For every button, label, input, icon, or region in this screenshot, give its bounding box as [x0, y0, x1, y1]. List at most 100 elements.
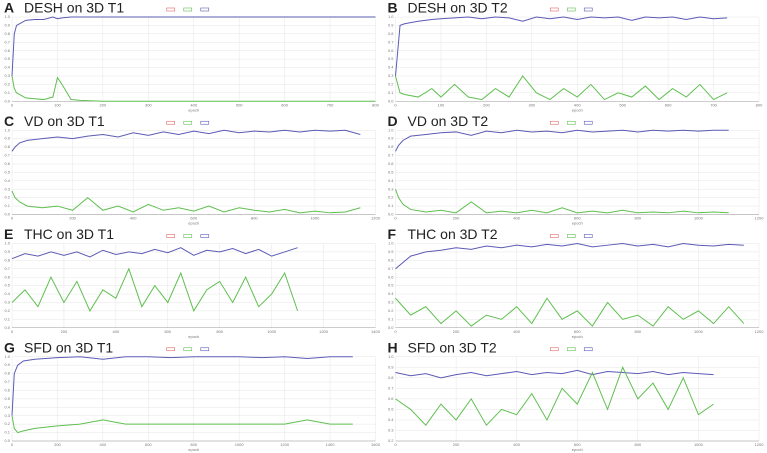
x-tick-label: 200	[453, 216, 460, 221]
panel-letter: B	[388, 0, 398, 16]
x-tick-label: 200	[453, 442, 460, 447]
x-tick-label: 1000	[694, 442, 704, 447]
x-tick-label: 600	[574, 216, 581, 221]
x-tick-label: 200	[483, 102, 490, 107]
y-tick-label: 0.3	[4, 300, 10, 305]
y-tick-label: 0.1	[388, 316, 394, 321]
y-tick-label: 1.0	[4, 354, 10, 359]
legend-swatch	[583, 234, 593, 238]
x-tick-label: 600	[145, 442, 152, 447]
x-tick-label: 200	[61, 329, 68, 334]
x-tick-label: 0	[394, 442, 397, 447]
x-tick-label: 0	[11, 102, 14, 107]
series-line	[11, 190, 361, 214]
series-line	[395, 189, 729, 214]
legend-swatch	[583, 347, 593, 352]
x-tick-label: 1000	[694, 216, 704, 221]
series-line	[395, 75, 728, 101]
x-tick-label: 300	[145, 102, 152, 107]
x-tick-label: 1200	[755, 442, 765, 447]
y-tick-label: 0.5	[388, 406, 394, 411]
panel-letter: D	[388, 113, 398, 129]
panel: C VD on 3D T1 0.0 0.1 0.2 0.3 0.4 0.5 0.6 0.7 0.8 0…	[4, 113, 381, 226]
y-tick-label: 0.9	[388, 136, 394, 141]
y-tick-label: 0.2	[388, 308, 394, 313]
x-tick-label: 500	[236, 102, 243, 107]
panel: H SFD on 3D T2 0.2 0.3 0.4 0.5 0.6 0.7 0.8 0.9 1.0…	[388, 339, 765, 452]
y-tick-label: 0.7	[388, 385, 394, 390]
x-tick-label: 700	[327, 102, 334, 107]
y-tick-label: 0.8	[4, 31, 10, 36]
series-line	[395, 365, 714, 427]
x-tick-label: 1600	[371, 442, 381, 447]
legend-swatch	[183, 347, 193, 352]
legend-swatch	[549, 234, 559, 238]
y-tick-label: 0.1	[388, 203, 394, 208]
x-axis-label: epoch	[572, 334, 583, 339]
y-tick-label: 0.3	[388, 300, 394, 305]
y-tick-label: 1.0	[4, 14, 10, 19]
y-tick-label: 0.2	[4, 195, 10, 200]
panel-title: THC on 3D T1	[24, 226, 114, 242]
x-tick-label: 700	[710, 102, 717, 107]
y-tick-label: 0.9	[4, 136, 10, 141]
y-tick-label: 1.0	[4, 127, 10, 132]
y-tick-label: 0.9	[4, 362, 10, 367]
y-tick-label: 0.9	[388, 249, 394, 254]
y-tick-label: 0.4	[4, 291, 10, 296]
legend-swatch	[200, 7, 210, 12]
y-tick-label: 0.1	[4, 203, 10, 208]
x-tick-label: 800	[634, 329, 641, 334]
y-tick-label: 0.8	[4, 371, 10, 376]
y-tick-label: 0.8	[4, 257, 10, 262]
x-tick-label: 400	[130, 216, 137, 221]
y-tick-label: 0.0	[388, 325, 394, 330]
x-tick-label: 400	[574, 102, 581, 107]
y-tick-label: 0.6	[388, 161, 394, 166]
y-tick-label: 0.7	[4, 379, 10, 384]
x-axis-label: epoch	[572, 447, 583, 452]
y-tick-label: 0.0	[4, 438, 10, 443]
x-tick-label: 600	[190, 216, 197, 221]
x-tick-label: 0	[394, 329, 397, 334]
y-tick-label: 0.4	[388, 291, 394, 296]
x-tick-label: 100	[54, 102, 61, 107]
y-tick-label: 0.3	[388, 186, 394, 191]
x-tick-label: 1400	[326, 442, 336, 447]
y-tick-label: 1.0	[388, 241, 394, 246]
x-tick-label: 400	[100, 442, 107, 447]
y-tick-label: 0.9	[4, 22, 10, 27]
y-tick-label: 1.0	[388, 127, 394, 132]
x-tick-label: 400	[513, 329, 520, 334]
y-tick-label: 0.5	[4, 396, 10, 401]
legend-swatch	[183, 120, 193, 125]
y-tick-label: 0.5	[4, 56, 10, 61]
y-tick-label: 0.7	[4, 153, 10, 158]
y-tick-label: 0.4	[388, 178, 394, 183]
panel-title: SFD on 3D T2	[408, 339, 497, 355]
y-tick-label: 0.6	[388, 396, 394, 401]
x-tick-label: 200	[54, 442, 61, 447]
x-tick-label: 1200	[755, 216, 765, 221]
series-line	[11, 16, 376, 76]
panel-title: DESH on 3D T2	[408, 0, 508, 16]
legend-swatch	[549, 120, 559, 125]
panel-letter: A	[4, 0, 14, 16]
y-tick-label: 0.4	[4, 178, 10, 183]
series-line	[11, 415, 353, 434]
x-axis-label: epoch	[188, 334, 199, 339]
series-line	[11, 356, 353, 416]
y-tick-label: 1.0	[4, 241, 10, 246]
legend-swatch	[566, 7, 576, 12]
y-tick-label: 0.0	[4, 98, 10, 103]
x-tick-label: 0	[394, 216, 397, 221]
panel-title: VD on 3D T2	[408, 113, 489, 129]
y-tick-label: 0.1	[4, 316, 10, 321]
series-line	[395, 242, 744, 270]
y-tick-label: 0.7	[4, 266, 10, 271]
y-tick-label: 0.4	[388, 417, 394, 422]
x-tick-label: 800	[216, 329, 223, 334]
x-tick-label: 800	[634, 216, 641, 221]
x-tick-label: 600	[574, 329, 581, 334]
